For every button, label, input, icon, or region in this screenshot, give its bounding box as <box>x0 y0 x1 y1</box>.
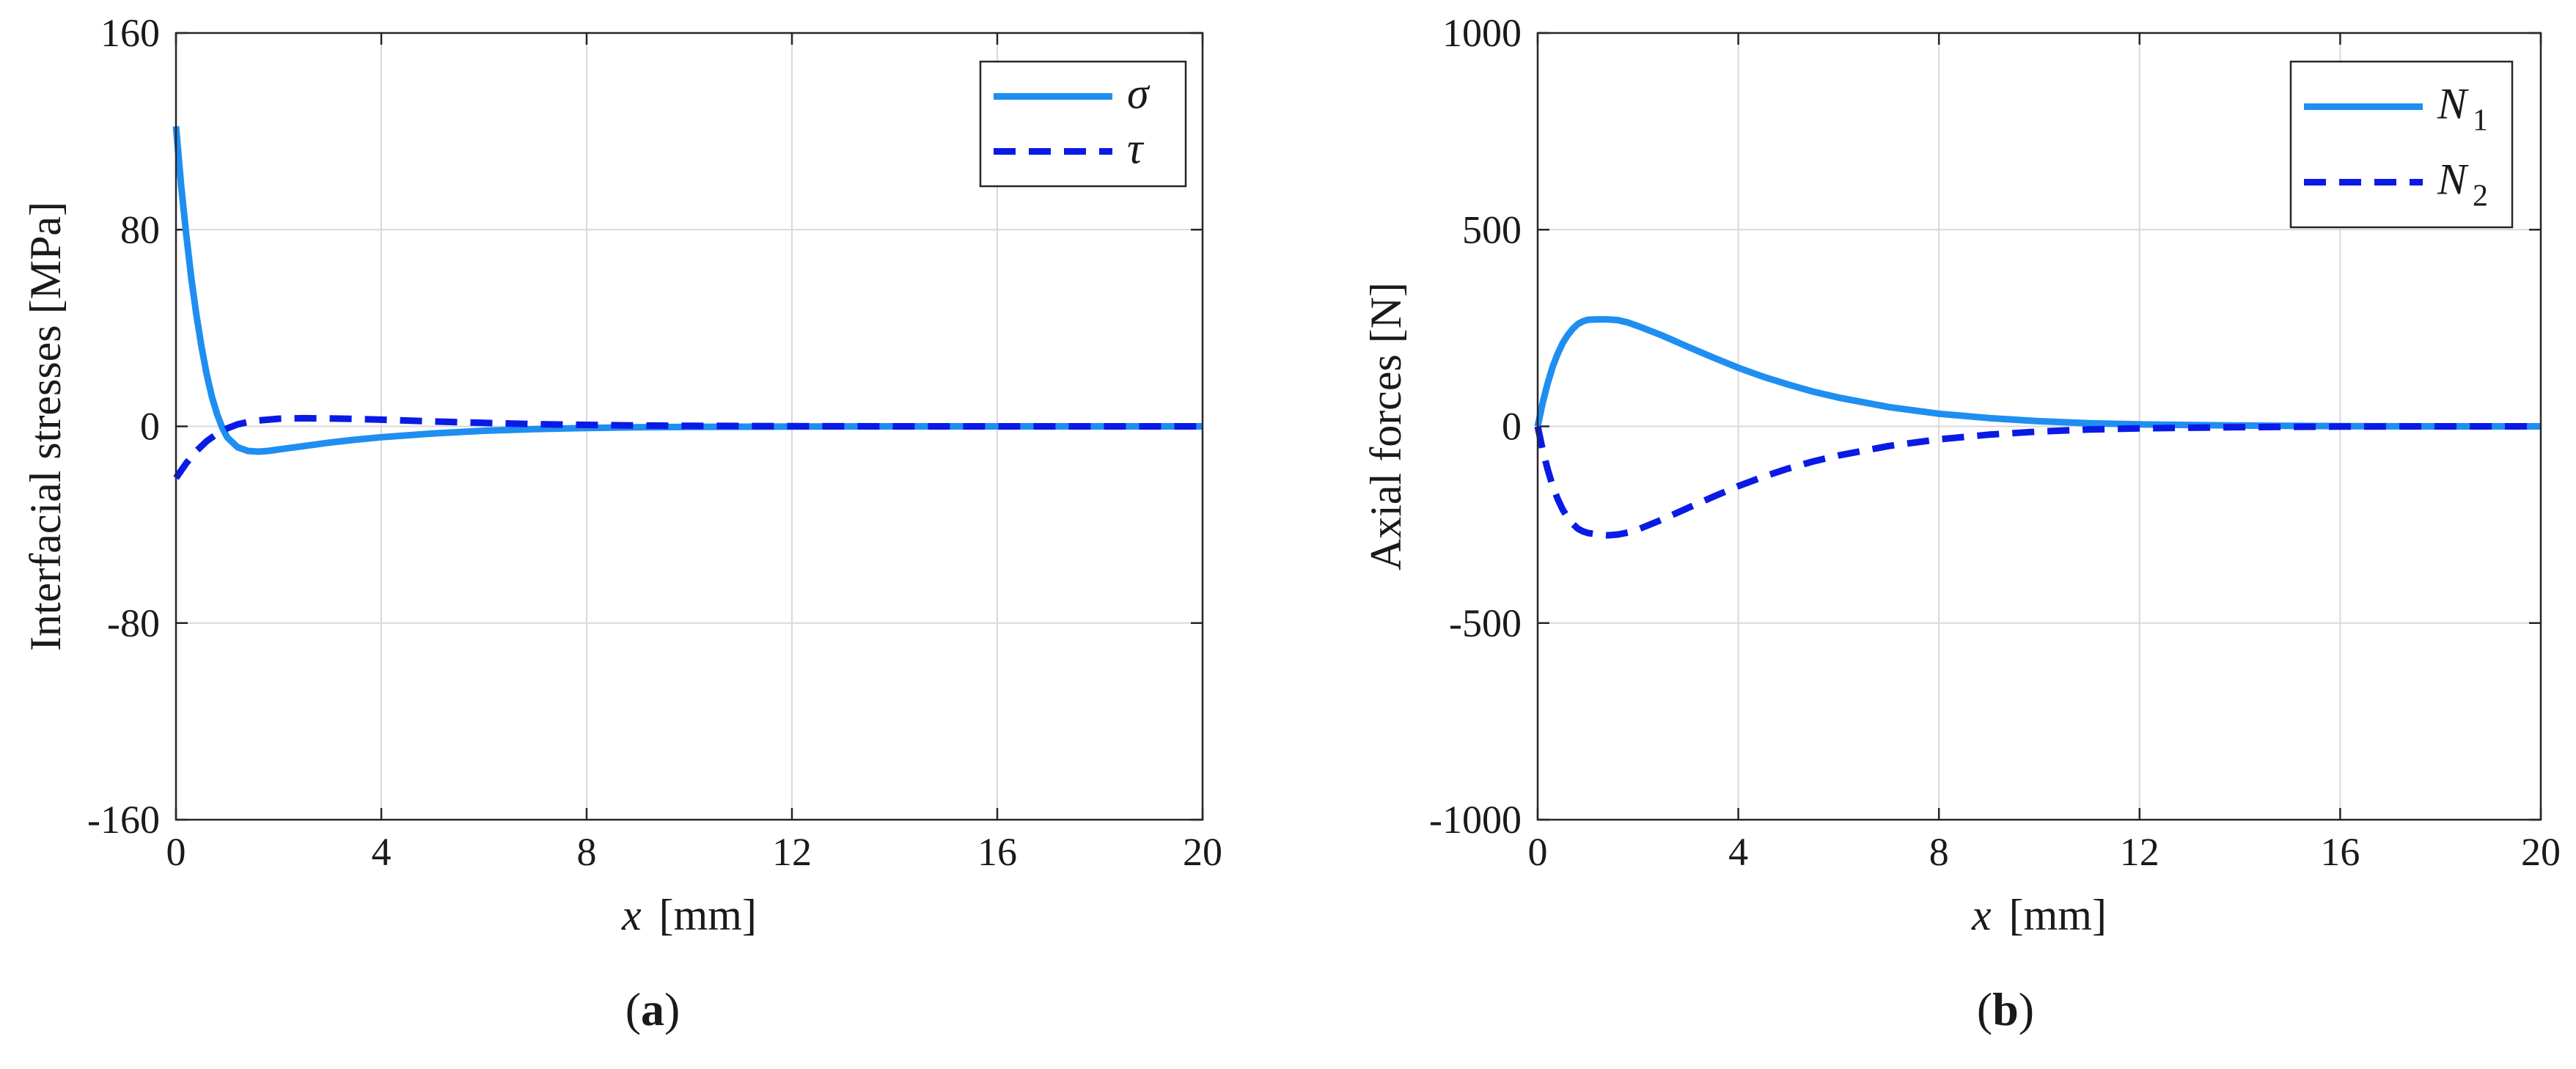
x-axis-label: x [mm] <box>1971 891 2107 939</box>
x-axis-unit: [mm] <box>659 891 757 939</box>
y-tick-label: 160 <box>100 11 160 55</box>
caption-letter: b <box>1992 983 2019 1035</box>
legend: N 1N 2 <box>2289 60 2514 229</box>
x-tick-label: 8 <box>1929 830 1949 874</box>
legend-label-2: τ <box>1127 125 1145 173</box>
x-tick-label: 20 <box>1183 830 1222 874</box>
x-axis-label: x [mm] <box>621 891 757 939</box>
x-axis-variable: x <box>1971 891 1992 939</box>
x-axis-unit: [mm] <box>2009 891 2107 939</box>
axes-frame <box>1536 32 2542 821</box>
y-axis-label: Interfacial stresses [MPa] <box>21 202 70 651</box>
panel-caption: (b) <box>1977 983 2034 1035</box>
x-tick-label: 16 <box>2320 830 2360 874</box>
caption-letter: a <box>641 983 664 1035</box>
caption-close-paren: ) <box>664 983 680 1035</box>
x-tick-label: 12 <box>772 830 812 874</box>
y-tick-label: 500 <box>1462 207 1522 251</box>
legend-series-name: τ <box>1127 125 1145 173</box>
y-tick-label: 0 <box>140 405 160 449</box>
x-axis-variable: x <box>621 891 642 939</box>
y-tick-label: 1000 <box>1442 11 1522 55</box>
x-tick-label: 0 <box>166 830 186 874</box>
legend-series-subscript: 1 <box>2473 104 2488 138</box>
y-tick-label: 0 <box>1502 405 1522 449</box>
legend: στ <box>979 60 1187 188</box>
panel-caption: (a) <box>625 983 680 1035</box>
chart-panel-a: 0 4 8 12 16 20 160 80 0 -80 -160 x [mm] Interfacial s… <box>21 11 1222 1035</box>
legend-series-subscript: 2 <box>2473 180 2488 213</box>
series-line-2 <box>173 414 1203 480</box>
legend-series-name: σ <box>1127 70 1151 118</box>
legend-series-name: N <box>2437 80 2469 128</box>
caption-open-paren: ( <box>625 983 641 1035</box>
caption-open-paren: ( <box>1977 983 1992 1035</box>
x-tick-label: 0 <box>1528 830 1548 874</box>
series-line-2 <box>1534 423 2541 539</box>
y-tick-label: -160 <box>87 798 160 842</box>
y-tick-label: 80 <box>120 207 160 251</box>
x-tick-label: 16 <box>977 830 1017 874</box>
y-tick-label: -500 <box>1449 601 1522 645</box>
axes-frame <box>175 32 1204 821</box>
x-tick-label: 8 <box>577 830 597 874</box>
legend-series-name: N <box>2437 155 2469 204</box>
caption-close-paren: ) <box>2019 983 2034 1035</box>
series-line-1 <box>1534 316 2541 430</box>
y-tick-label: -1000 <box>1429 798 1522 842</box>
x-tick-label: 4 <box>372 830 392 874</box>
y-axis-label: Axial forces [N] <box>1362 282 1410 570</box>
y-tick-label: -80 <box>107 601 160 645</box>
legend-label-1: σ <box>1127 70 1151 118</box>
legend-box <box>979 60 1187 188</box>
x-tick-label: 20 <box>2521 830 2561 874</box>
x-tick-label: 12 <box>2120 830 2159 874</box>
legend-box <box>2289 60 2514 229</box>
x-tick-label: 4 <box>1728 830 1748 874</box>
